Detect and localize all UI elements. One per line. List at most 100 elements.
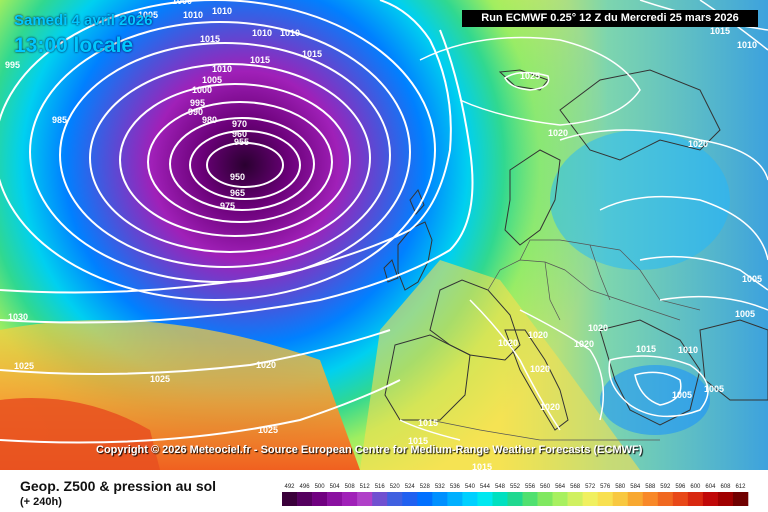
forecast-time: 13:00 locale	[14, 34, 134, 57]
isobar-label: 1005	[138, 10, 158, 20]
isobar-label: 985	[52, 115, 67, 125]
isobar-label: 950	[230, 172, 245, 182]
scale-swatch	[462, 492, 478, 506]
scale-tick-label: 492	[285, 484, 296, 490]
isobar-label: 995	[5, 60, 20, 70]
isobar-label: 1010	[737, 40, 757, 50]
isobar-label: 1010	[212, 6, 232, 16]
isobar-label: 1015	[636, 344, 656, 354]
isobar-label: 960	[232, 129, 247, 139]
scale-swatch	[507, 492, 523, 506]
z500-greece-low	[600, 365, 710, 435]
scale-swatch	[597, 492, 614, 506]
z500-ridge	[360, 260, 640, 470]
isobar-label: 1020	[540, 402, 560, 412]
scale-tick-label: 500	[315, 484, 326, 490]
scale-tick-label: 568	[570, 484, 581, 490]
scale-swatch	[732, 492, 749, 506]
isobar-label: 970	[232, 119, 247, 129]
scale-swatch	[402, 492, 418, 506]
scale-swatch	[627, 492, 644, 506]
scale-tick-label: 600	[690, 484, 701, 490]
legend-subtitle: (+ 240h)	[20, 496, 62, 508]
z500-scandinavia-trough	[550, 130, 730, 270]
isobar-label: 1025	[258, 425, 278, 435]
scale-tick-label: 556	[525, 484, 536, 490]
scale-tick-label: 512	[360, 484, 371, 490]
scale-tick-label: 528	[420, 484, 431, 490]
isobar-label: 1005	[672, 390, 692, 400]
borders	[429, 239, 701, 441]
isobar-label: 1020	[588, 323, 608, 333]
isobar-label: 1015	[472, 462, 492, 470]
scale-tick-label: 576	[600, 484, 611, 490]
isobar-labels: 1000 1005 1010 1010 1015 1010 1010 1015 …	[5, 0, 762, 470]
scale-tick-label: 548	[495, 484, 506, 490]
copyright-notice: Copyright © 2026 Meteociel.fr - Source E…	[96, 444, 643, 456]
scale-tick-label: 580	[615, 484, 626, 490]
z500-southwest-warm	[0, 398, 160, 470]
weather-map: 1000 1005 1010 1010 1015 1010 1010 1015 …	[0, 0, 768, 470]
scale-tick-label: 540	[465, 484, 476, 490]
isobar-label: 965	[230, 188, 245, 198]
scale-tick-label: 596	[675, 484, 686, 490]
scale-swatch	[312, 492, 328, 506]
scale-tick-label: 532	[435, 484, 446, 490]
isobar-label: 1005	[202, 75, 222, 85]
scale-tick-label: 552	[510, 484, 521, 490]
isobar-label: 980	[202, 115, 217, 125]
isobar-label: 1020	[574, 339, 594, 349]
scale-tick-label: 592	[660, 484, 671, 490]
isobar-label: 1010	[678, 345, 698, 355]
isobar-label: 975	[220, 201, 235, 211]
scale-tick-label: 524	[405, 484, 416, 490]
scale-swatch	[702, 492, 719, 506]
isobar-label: 1025	[520, 71, 540, 81]
scale-tick-label: 516	[375, 484, 386, 490]
isobar-label: 1020	[528, 330, 548, 340]
scale-swatch	[327, 492, 343, 506]
isobar-label: 1015	[302, 49, 322, 59]
scale-tick-label: 496	[300, 484, 311, 490]
scale-swatch	[492, 492, 508, 506]
scale-tick-label: 520	[390, 484, 401, 490]
isobar-label: 1015	[418, 418, 438, 428]
isobar-label: 1000	[192, 85, 212, 95]
scale-swatch	[552, 492, 568, 506]
scale-tick-label: 584	[630, 484, 641, 490]
isobar-label: 1030	[8, 312, 28, 322]
scale-swatch	[342, 492, 358, 506]
scale-swatch	[522, 492, 538, 506]
scale-swatch	[642, 492, 659, 506]
scale-swatch	[537, 492, 553, 506]
isobar-label: 1005	[742, 274, 762, 284]
scale-tick-label: 612	[735, 484, 746, 490]
scale-swatch	[567, 492, 583, 506]
scale-tick-label: 508	[345, 484, 356, 490]
isobar-label: 1015	[250, 55, 270, 65]
isobar-label: 1015	[200, 34, 220, 44]
isobar-label: 995	[190, 98, 205, 108]
color-scale: 492 496 500 504 508 512 516 520 524 528 532 536 540 5…	[282, 484, 749, 506]
isobar-label: 1005	[704, 384, 724, 394]
scale-swatch	[357, 492, 373, 506]
scale-swatch	[447, 492, 463, 506]
scale-tick-label: 572	[585, 484, 596, 490]
scale-tick-label: 608	[720, 484, 731, 490]
scale-swatch	[657, 492, 674, 506]
isobar-label: 1005	[735, 309, 755, 319]
isobar-label: 1020	[530, 364, 550, 374]
scale-swatch	[297, 492, 313, 506]
isobar-label: 1010	[252, 28, 272, 38]
isobar-label: 1025	[14, 361, 34, 371]
isobar-label: 1010	[280, 28, 300, 38]
isobar-label: 1015	[408, 436, 428, 446]
scale-tick-label: 588	[645, 484, 656, 490]
scale-swatch	[582, 492, 598, 506]
scale-tick-label: 536	[450, 484, 461, 490]
isobars	[0, 0, 768, 443]
forecast-date: Samedi 4 avril 2026	[14, 12, 153, 29]
isobar-label: 990	[188, 107, 203, 117]
scale-swatch	[417, 492, 433, 506]
